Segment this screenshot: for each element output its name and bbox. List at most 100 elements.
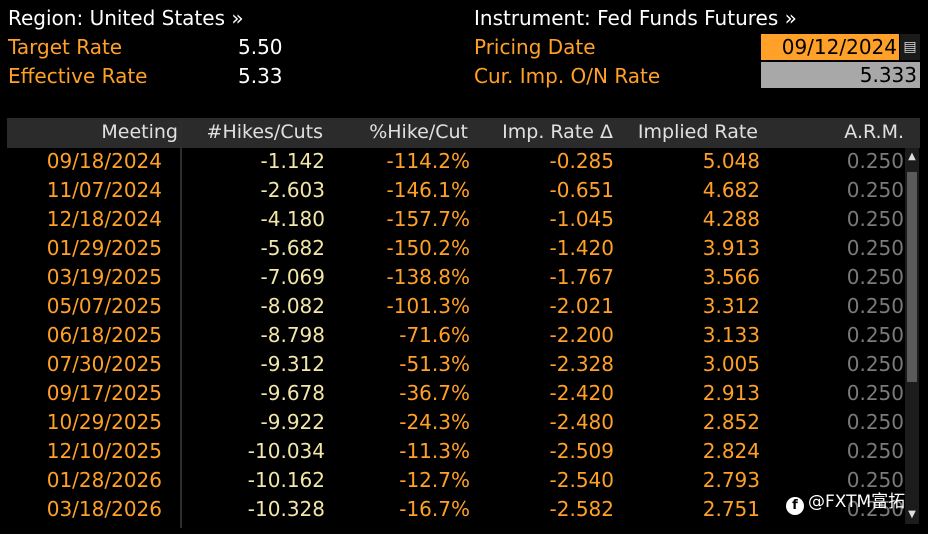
calendar-icon[interactable]: ▤: [900, 34, 920, 60]
cell-meeting-date: 05/07/2025: [46, 294, 162, 318]
cell-arm: 0.250: [846, 236, 904, 260]
effective-rate-label: Effective Rate: [8, 64, 148, 88]
cell-hikes-cuts: -10.034: [247, 439, 325, 463]
cur-imp-rate-label: Cur. Imp. O/N Rate: [474, 64, 661, 88]
cell-hikes-cuts: -5.682: [260, 236, 325, 260]
cell-meeting-date: 01/28/2026: [46, 468, 162, 492]
cell-arm: 0.250: [846, 352, 904, 376]
table-row[interactable]: 03/19/2025 -7.069 -138.8% -1.767 3.566 0.250: [0, 264, 910, 293]
cell-implied-rate: 4.682: [702, 178, 760, 202]
cell-implied-rate: 2.824: [702, 439, 760, 463]
cell-arm: 0.250: [846, 178, 904, 202]
cell-hikes-cuts: -2.603: [260, 178, 325, 202]
cell-implied-rate: 5.048: [702, 149, 760, 173]
cell-pct-hike-cut: -157.7%: [386, 207, 470, 231]
cell-hikes-cuts: -10.328: [247, 497, 325, 521]
region-selector[interactable]: Region: United States »: [8, 6, 244, 30]
cell-imp-rate-delta: -0.285: [549, 149, 614, 173]
cell-meeting-date: 09/17/2025: [46, 381, 162, 405]
cell-meeting-date: 10/29/2025: [46, 410, 162, 434]
cell-meeting-date: 01/29/2025: [46, 236, 162, 260]
cell-meeting-date: 12/10/2025: [46, 439, 162, 463]
table-row[interactable]: 01/29/2025 -5.682 -150.2% -1.420 3.913 0.250: [0, 235, 910, 264]
facebook-icon: f: [786, 497, 804, 515]
cell-imp-rate-delta: -1.767: [549, 265, 614, 289]
pricing-date-input[interactable]: 09/12/2024: [761, 34, 899, 60]
table-row[interactable]: 03/18/2026 -10.328 -16.7% -2.582 2.751 0.250: [0, 496, 910, 525]
cell-implied-rate: 2.913: [702, 381, 760, 405]
cell-implied-rate: 4.288: [702, 207, 760, 231]
instrument-selector[interactable]: Instrument: Fed Funds Futures »: [474, 6, 797, 30]
column-header-meeting[interactable]: Meeting: [101, 121, 178, 143]
cell-implied-rate: 3.913: [702, 236, 760, 260]
cell-hikes-cuts: -8.082: [260, 294, 325, 318]
cell-hikes-cuts: -8.798: [260, 323, 325, 347]
cell-hikes-cuts: -7.069: [260, 265, 325, 289]
cell-imp-rate-delta: -2.420: [549, 381, 614, 405]
column-header-hikes-cuts[interactable]: #Hikes/Cuts: [206, 121, 323, 143]
cell-imp-rate-delta: -2.540: [549, 468, 614, 492]
column-divider: [180, 118, 182, 528]
cur-imp-rate-input[interactable]: 5.333: [761, 62, 920, 88]
table-row[interactable]: 01/28/2026 -10.162 -12.7% -2.540 2.793 0.250: [0, 467, 910, 496]
cell-implied-rate: 2.793: [702, 468, 760, 492]
cell-meeting-date: 12/18/2024: [46, 207, 162, 231]
target-rate-label: Target Rate: [8, 35, 123, 59]
cell-meeting-date: 06/18/2025: [46, 323, 162, 347]
scroll-down-arrow-icon[interactable]: ▼: [908, 509, 916, 520]
table-row[interactable]: 12/18/2024 -4.180 -157.7% -1.045 4.288 0.250: [0, 206, 910, 235]
cell-arm: 0.250: [846, 439, 904, 463]
cell-meeting-date: 03/18/2026: [46, 497, 162, 521]
cell-pct-hike-cut: -114.2%: [386, 149, 470, 173]
pricing-date-label: Pricing Date: [474, 35, 596, 59]
table-row[interactable]: 09/17/2025 -9.678 -36.7% -2.420 2.913 0.250: [0, 380, 910, 409]
cell-pct-hike-cut: -150.2%: [386, 236, 470, 260]
cell-imp-rate-delta: -1.420: [549, 236, 614, 260]
cell-pct-hike-cut: -101.3%: [386, 294, 470, 318]
cell-implied-rate: 3.005: [702, 352, 760, 376]
table-row[interactable]: 07/30/2025 -9.312 -51.3% -2.328 3.005 0.250: [0, 351, 910, 380]
column-header-pct-hike-cut[interactable]: %Hike/Cut: [369, 121, 468, 143]
cell-imp-rate-delta: -2.480: [549, 410, 614, 434]
cell-arm: 0.250: [846, 323, 904, 347]
cell-arm: 0.250: [846, 294, 904, 318]
cell-imp-rate-delta: -2.509: [549, 439, 614, 463]
column-header-arm[interactable]: A.R.M.: [844, 121, 904, 143]
table-header-bar: [7, 118, 920, 148]
table-row[interactable]: 12/10/2025 -10.034 -11.3% -2.509 2.824 0.250: [0, 438, 910, 467]
cell-imp-rate-delta: -2.200: [549, 323, 614, 347]
cell-meeting-date: 09/18/2024: [46, 149, 162, 173]
watermark: f @FXTM富拓: [786, 487, 905, 515]
cell-meeting-date: 07/30/2025: [46, 352, 162, 376]
cell-hikes-cuts: -9.312: [260, 352, 325, 376]
cell-implied-rate: 3.312: [702, 294, 760, 318]
table-row[interactable]: 06/18/2025 -8.798 -71.6% -2.200 3.133 0.250: [0, 322, 910, 351]
scroll-up-arrow-icon[interactable]: ▲: [908, 151, 916, 162]
cell-meeting-date: 03/19/2025: [46, 265, 162, 289]
cell-pct-hike-cut: -51.3%: [399, 352, 470, 376]
cell-pct-hike-cut: -36.7%: [399, 381, 470, 405]
cell-arm: 0.250: [846, 381, 904, 405]
cell-arm: 0.250: [846, 497, 904, 521]
cell-pct-hike-cut: -71.6%: [399, 323, 470, 347]
cell-meeting-date: 11/07/2024: [46, 178, 162, 202]
scrollbar-thumb[interactable]: [907, 172, 917, 382]
cell-pct-hike-cut: -16.7%: [399, 497, 470, 521]
column-header-imp-rate-delta[interactable]: Imp. Rate Δ: [502, 121, 613, 143]
cell-implied-rate: 2.751: [702, 497, 760, 521]
cell-implied-rate: 3.133: [702, 323, 760, 347]
cell-pct-hike-cut: -11.3%: [399, 439, 470, 463]
column-header-implied-rate[interactable]: Implied Rate: [637, 121, 758, 143]
table-row[interactable]: 09/18/2024 -1.142 -114.2% -0.285 5.048 0.250: [0, 148, 910, 177]
table-row[interactable]: 05/07/2025 -8.082 -101.3% -2.021 3.312 0.250: [0, 293, 910, 322]
table-row[interactable]: 10/29/2025 -9.922 -24.3% -2.480 2.852 0.250: [0, 409, 910, 438]
table-row[interactable]: 11/07/2024 -2.603 -146.1% -0.651 4.682 0.250: [0, 177, 910, 206]
cell-arm: 0.250: [846, 207, 904, 231]
cell-pct-hike-cut: -12.7%: [399, 468, 470, 492]
cell-imp-rate-delta: -2.328: [549, 352, 614, 376]
cell-implied-rate: 3.566: [702, 265, 760, 289]
cell-hikes-cuts: -4.180: [260, 207, 325, 231]
watermark-text: @FXTM富拓: [808, 492, 906, 512]
cell-arm: 0.250: [846, 265, 904, 289]
cell-pct-hike-cut: -24.3%: [399, 410, 470, 434]
